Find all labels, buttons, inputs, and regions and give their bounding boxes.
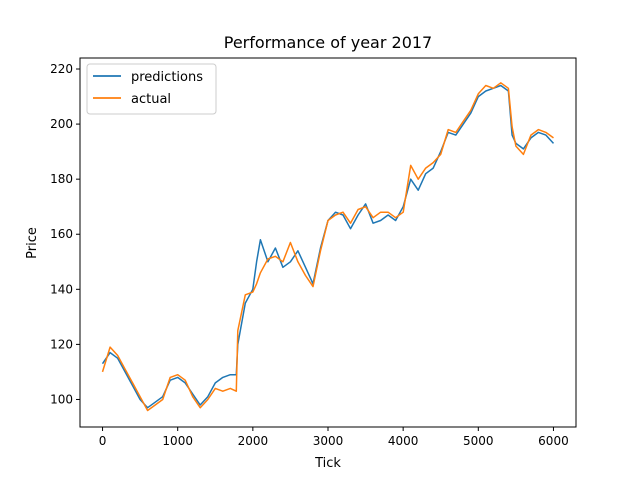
y-tick-label: 140	[50, 282, 73, 296]
x-tick-label: 1000	[162, 434, 193, 448]
x-tick-label: 4000	[388, 434, 419, 448]
x-axis-label: Tick	[314, 456, 341, 471]
y-tick-label: 220	[50, 62, 73, 76]
series-line-actual	[101, 82, 554, 412]
y-axis-label: Price	[25, 227, 40, 259]
y-tick-label: 100	[50, 392, 73, 406]
legend: predictions actual	[86, 63, 217, 115]
y-tick-label: 180	[50, 172, 73, 186]
y-tick-label: 200	[50, 117, 73, 131]
chart-title: Performance of year 2017	[224, 33, 432, 52]
y-tick-label: 160	[50, 227, 73, 241]
series-layer	[101, 82, 555, 412]
x-tick-label: 6000	[538, 434, 569, 448]
plot-area	[80, 58, 576, 427]
legend-label-predictions: predictions	[131, 70, 203, 85]
x-tick-label: 2000	[238, 434, 269, 448]
x-tick-label: 5000	[463, 434, 494, 448]
y-axis-ticks: 100 120 140 160 180 200 220	[50, 62, 80, 406]
x-axis-ticks: 0 1000 2000 3000 4000 5000 6000	[99, 427, 569, 448]
x-tick-label: 0	[99, 434, 107, 448]
legend-label-actual: actual	[131, 92, 171, 107]
x-tick-label: 3000	[313, 434, 344, 448]
y-tick-label: 120	[50, 337, 73, 351]
